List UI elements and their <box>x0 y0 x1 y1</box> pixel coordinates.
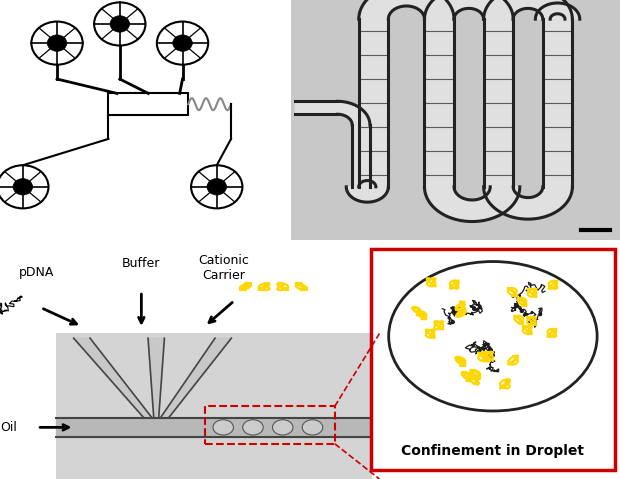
Polygon shape <box>484 0 572 19</box>
Polygon shape <box>352 125 370 187</box>
Circle shape <box>173 35 192 51</box>
Polygon shape <box>74 338 152 418</box>
Text: pDNA: pDNA <box>19 266 54 279</box>
Polygon shape <box>542 19 572 187</box>
Polygon shape <box>425 0 513 19</box>
Ellipse shape <box>213 420 233 435</box>
Bar <box>108 93 188 115</box>
Polygon shape <box>294 102 337 114</box>
Polygon shape <box>148 338 164 418</box>
Polygon shape <box>359 19 388 187</box>
Text: Confinement in Droplet: Confinement in Droplet <box>401 444 585 458</box>
Circle shape <box>47 35 67 51</box>
Ellipse shape <box>389 262 597 411</box>
Circle shape <box>13 179 33 195</box>
Text: Cationic
Carrier: Cationic Carrier <box>198 254 249 282</box>
Polygon shape <box>536 3 580 19</box>
Ellipse shape <box>273 420 293 435</box>
Polygon shape <box>347 181 388 202</box>
Polygon shape <box>161 338 231 418</box>
Bar <box>205 406 335 444</box>
Bar <box>56 333 372 479</box>
Text: Buffer: Buffer <box>122 257 161 270</box>
Polygon shape <box>337 102 370 125</box>
Text: Oil: Oil <box>0 421 17 434</box>
Ellipse shape <box>302 420 323 435</box>
Polygon shape <box>484 19 513 187</box>
Polygon shape <box>425 19 454 187</box>
Ellipse shape <box>243 420 263 435</box>
Polygon shape <box>484 187 572 219</box>
Circle shape <box>110 16 130 32</box>
Polygon shape <box>425 187 520 221</box>
Circle shape <box>207 179 226 195</box>
Polygon shape <box>359 0 454 19</box>
Polygon shape <box>56 418 372 437</box>
